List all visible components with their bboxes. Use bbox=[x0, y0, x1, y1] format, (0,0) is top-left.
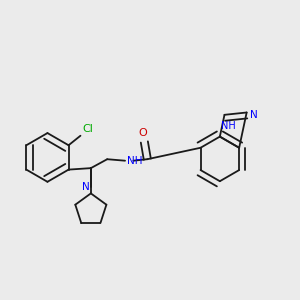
Text: O: O bbox=[139, 128, 147, 138]
Text: N: N bbox=[82, 182, 89, 193]
Text: NH: NH bbox=[221, 121, 236, 131]
Text: N: N bbox=[250, 110, 257, 120]
Text: Cl: Cl bbox=[82, 124, 93, 134]
Text: NH: NH bbox=[127, 156, 142, 166]
